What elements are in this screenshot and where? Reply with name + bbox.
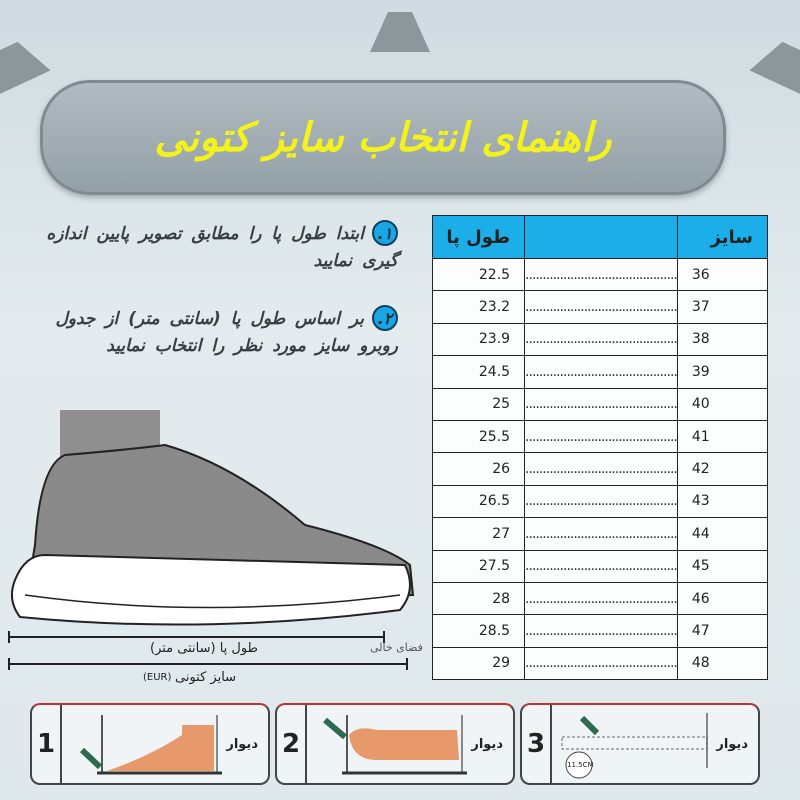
foot-length-cell: 26.5 — [431, 484, 526, 519]
dots-cell: ........................................… — [524, 484, 678, 519]
shoe-illustration — [10, 410, 415, 626]
wall-label: دیوار — [716, 737, 748, 752]
size-cell: 40 — [676, 387, 769, 421]
table-row: 24.5....................................… — [431, 355, 769, 389]
title-banner: راهنمای انتخاب سایز کتونی — [40, 80, 726, 195]
step-badge: ۲. — [372, 305, 398, 331]
table-row: 28.5....................................… — [431, 614, 769, 648]
dots-cell: ........................................… — [524, 387, 678, 421]
size-cell: 39 — [676, 355, 769, 389]
instruction-2: ۲.بر اساس طول پا (سانتی متر) از جدول روب… — [38, 305, 398, 360]
table-row: 29......................................… — [431, 646, 769, 681]
ruler-icon — [561, 713, 708, 779]
dots-cell: ........................................… — [524, 581, 678, 616]
dots-cell: ........................................… — [524, 549, 678, 583]
size-cell: 37 — [676, 290, 769, 324]
size-cell: 43 — [676, 484, 769, 519]
foot-length-cell: 22.5 — [431, 257, 526, 292]
size-cell: 38 — [676, 322, 769, 357]
size-cell: 44 — [676, 517, 769, 551]
dots-cell: ........................................… — [524, 419, 678, 454]
step-number: 2 — [277, 705, 307, 783]
foot-length-line — [8, 631, 385, 643]
table-row: 28......................................… — [431, 581, 769, 616]
size-cell: 46 — [676, 581, 769, 616]
foot-length-cell: 27 — [431, 517, 526, 551]
table-row: 27.5....................................… — [431, 549, 769, 583]
instruction-1: ۱.ابتدا طول پا را مطابق تصویر پایین اندا… — [38, 220, 398, 275]
table-header: طول پا سایز — [431, 215, 769, 259]
step-badge: ۱. — [372, 220, 398, 246]
page-title: راهنمای انتخاب سایز کتونی — [154, 114, 612, 161]
instruction-text: ابتدا طول پا را مطابق تصویر پایین اندازه… — [46, 224, 398, 271]
size-cell: 48 — [676, 646, 769, 681]
table-row: 25......................................… — [431, 387, 769, 421]
foot-length-cell: 23.9 — [431, 322, 526, 357]
foot-length-cell: 26 — [431, 452, 526, 486]
step-number: 3 — [522, 705, 552, 783]
foot-length-cell: 23.2 — [431, 290, 526, 324]
dots-cell: ........................................… — [524, 614, 678, 648]
eur-label: (EUR) — [143, 672, 172, 683]
size-cell: 42 — [676, 452, 769, 486]
step-2-panel: 2 دیوار — [275, 703, 515, 785]
foot-top-icon — [323, 715, 467, 775]
size-table: طول پا سایز 22.5........................… — [431, 215, 769, 681]
wall-label: دیوار — [226, 737, 258, 752]
foot-length-cell: 25.5 — [431, 419, 526, 454]
foot-length-label: طول پا (سانتی متر) — [150, 641, 258, 656]
table-row: 23.2....................................… — [431, 290, 769, 324]
wall-label: دیوار — [471, 737, 503, 752]
dots-cell: ........................................… — [524, 646, 678, 681]
instruction-text: بر اساس طول پا (سانتی متر) از جدول روبرو… — [55, 309, 398, 356]
foot-length-cell: 28 — [431, 581, 526, 616]
header-dots — [524, 215, 678, 259]
empty-space-label: فضای خالی — [370, 641, 423, 654]
dots-cell: ........................................… — [524, 322, 678, 357]
shoe-size-line — [8, 658, 408, 670]
size-cell: 41 — [676, 419, 769, 454]
size-cell: 45 — [676, 549, 769, 583]
foot-side-icon — [79, 715, 222, 775]
foot-length-cell: 28.5 — [431, 614, 526, 648]
foot-length-cell: 25 — [431, 387, 526, 421]
dots-cell: ........................................… — [524, 355, 678, 389]
dots-cell: ........................................… — [524, 257, 678, 292]
table-row: 23.9....................................… — [431, 322, 769, 357]
size-cell: 47 — [676, 614, 769, 648]
lamp-decoration — [0, 34, 51, 96]
foot-length-cell: 29 — [431, 646, 526, 681]
size-cell: 36 — [676, 257, 769, 292]
dots-cell: ........................................… — [524, 290, 678, 324]
step-1-panel: 1 دیوار — [30, 703, 270, 785]
step-number: 1 — [32, 705, 62, 783]
header-size: سایز — [676, 215, 769, 259]
foot-length-cell: 27.5 — [431, 549, 526, 583]
shoe-size-label: سایز کتونی — [175, 670, 237, 685]
header-length: طول پا — [431, 215, 526, 259]
table-row: 25.5....................................… — [431, 419, 769, 454]
dots-cell: ........................................… — [524, 452, 678, 486]
step-3-panel: 3 11.5CM دیوار — [520, 703, 760, 785]
table-row: 22.5....................................… — [431, 257, 769, 292]
lamp-decoration — [370, 12, 430, 52]
table-row: 26......................................… — [431, 452, 769, 486]
table-row: 27......................................… — [431, 517, 769, 551]
table-row: 26.5....................................… — [431, 484, 769, 519]
foot-length-cell: 24.5 — [431, 355, 526, 389]
lamp-decoration — [749, 34, 800, 96]
measure-label: 11.5CM — [567, 761, 594, 769]
dots-cell: ........................................… — [524, 517, 678, 551]
